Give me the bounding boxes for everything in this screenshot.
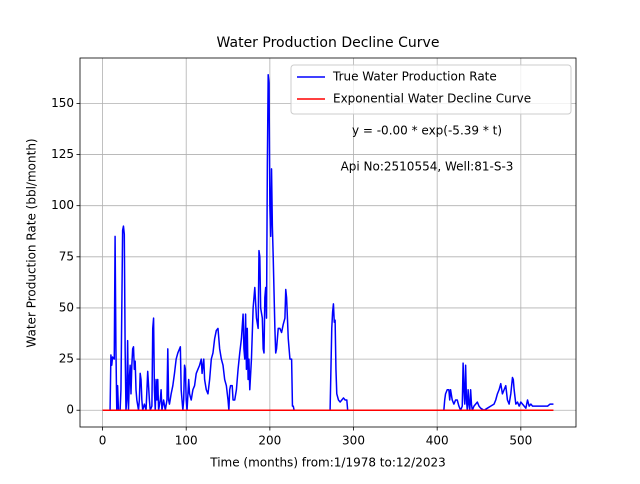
y-tick-label: 50 [59,300,74,314]
x-tick-label: 500 [509,434,532,448]
y-tick-label: 0 [66,403,74,417]
y-tick-label: 125 [51,147,74,161]
legend-box [290,64,572,115]
legend-label: True Water Production Rate [332,70,497,84]
y-tick-label: 150 [51,96,74,110]
x-tick-label: 400 [426,434,449,448]
x-tick-label: 0 [99,434,107,448]
annotation: Api No:2510554, Well:81-S-3 [341,160,514,174]
legend: True Water Production Rate Exponential Wa… [290,64,572,115]
y-tick-label: 25 [59,352,74,366]
x-tick-label: 200 [258,434,281,448]
x-axis-label: Time (months) from:1/1978 to:12/2023 [209,456,446,470]
x-tick-label: 300 [342,434,365,448]
y-tick-label: 100 [51,198,74,212]
plot-area [102,74,554,411]
grid: 0 100 200 300 400 500 0 25 50 75 100 125 150 [51,58,576,448]
data-line [102,74,554,411]
y-tick-label: 75 [59,249,74,263]
y-axis-label: Water Production Rate (bbl/month) [25,138,39,347]
legend-label: Exponential Water Decline Curve [333,92,531,106]
x-tick-label: 100 [175,434,198,448]
annotation: y = -0.00 * exp(-5.39 * t) [352,124,502,138]
axes-frame [79,57,577,428]
chart-title: Water Production Decline Curve [217,35,440,51]
